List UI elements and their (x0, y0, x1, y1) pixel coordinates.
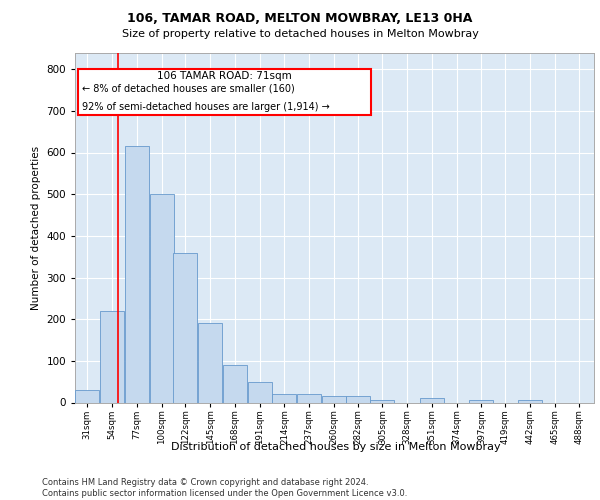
Bar (322, 396, 346, 402)
Bar (100, 311, 124, 402)
Bar (420, 398, 444, 402)
FancyBboxPatch shape (77, 69, 371, 115)
Bar (173, 252, 197, 402)
Text: 106 TAMAR ROAD: 71sqm: 106 TAMAR ROAD: 71sqm (157, 71, 292, 81)
Bar (346, 396, 370, 402)
Text: ← 8% of detached houses are smaller (160): ← 8% of detached houses are smaller (160… (82, 84, 295, 94)
Bar (223, 365, 247, 403)
Bar (149, 194, 173, 402)
Text: Distribution of detached houses by size in Melton Mowbray: Distribution of detached houses by size … (171, 442, 501, 452)
Y-axis label: Number of detached properties: Number of detached properties (31, 146, 41, 310)
Bar (198, 324, 222, 402)
Text: 92% of semi-detached houses are larger (1,914) →: 92% of semi-detached houses are larger (… (82, 102, 329, 112)
Text: Contains HM Land Registry data © Crown copyright and database right 2024.
Contai: Contains HM Land Registry data © Crown c… (42, 478, 407, 498)
Bar (518, 400, 542, 402)
Bar (370, 400, 394, 402)
Bar (469, 400, 493, 402)
Bar (297, 394, 321, 402)
Text: 106, TAMAR ROAD, MELTON MOWBRAY, LE13 0HA: 106, TAMAR ROAD, MELTON MOWBRAY, LE13 0H… (127, 12, 473, 25)
Bar (125, 146, 149, 403)
Bar (272, 394, 296, 402)
Text: Size of property relative to detached houses in Melton Mowbray: Size of property relative to detached ho… (122, 29, 478, 39)
Bar (76, 390, 100, 402)
Bar (248, 382, 272, 402)
